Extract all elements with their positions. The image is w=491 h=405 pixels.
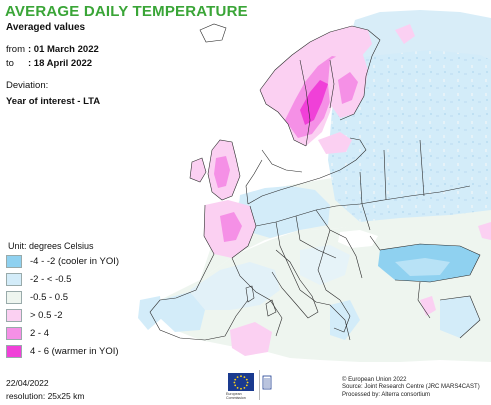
- logo-divider: [259, 370, 260, 400]
- land-cooler: [138, 50, 491, 340]
- legend-swatch: [6, 255, 22, 268]
- eu-stars-icon: [233, 375, 249, 390]
- eu-logo-caption: European Commission: [226, 392, 260, 400]
- jrc-building-icon: [262, 375, 272, 390]
- from-label: from: [6, 44, 25, 55]
- map-resolution: resolution: 25x25 km: [6, 391, 85, 401]
- credits-processed: Processed by: Alterra consortium: [342, 391, 431, 398]
- legend-item: 4 - 6 (warmer in YOI): [6, 345, 119, 358]
- deviation-label: Deviation:: [6, 80, 49, 91]
- map-subtitle: Averaged values: [6, 22, 86, 33]
- to-date: : 18 April 2022: [28, 58, 93, 69]
- credits-block: © European Union 2022 Source: Joint Rese…: [342, 377, 480, 399]
- legend-label: -2 - < -0.5: [30, 274, 72, 285]
- legend-label: > 0.5 -2: [30, 310, 63, 321]
- map-date: 22/04/2022: [6, 378, 49, 388]
- land-warmer: [190, 24, 491, 356]
- eu-caption-line: European: [226, 392, 242, 396]
- legend-label: 2 - 4: [30, 328, 50, 339]
- legend-swatch: [6, 345, 22, 358]
- legend-item: -2 - < -0.5: [6, 273, 71, 286]
- to-label: to: [6, 58, 14, 69]
- legend-swatch: [6, 291, 22, 304]
- legend-unit: Unit: degrees Celsius: [8, 241, 94, 251]
- legend-label: -4 - -2 (cooler in YOI): [30, 256, 120, 267]
- legend-swatch: [6, 327, 22, 340]
- legend-item: 2 - 4: [6, 327, 49, 340]
- credits-source: Source: Joint Research Centre (JRC MARS4…: [342, 384, 480, 391]
- legend-item: -4 - -2 (cooler in YOI): [6, 255, 119, 268]
- credits-copyright: © European Union 2022: [342, 377, 407, 383]
- legend-item: > 0.5 -2: [6, 309, 62, 322]
- from-date: : 01 March 2022: [28, 44, 99, 55]
- map-title: AVERAGE DAILY TEMPERATURE: [5, 3, 248, 20]
- eu-flag-logo: [228, 373, 254, 391]
- legend-swatch: [6, 273, 22, 286]
- deviation-value: Year of interest - LTA: [6, 96, 101, 107]
- legend-swatch: [6, 309, 22, 322]
- legend-item: -0.5 - 0.5: [6, 291, 68, 304]
- legend-label: 4 - 6 (warmer in YOI): [30, 346, 119, 357]
- eu-caption-line: Commission: [226, 396, 246, 400]
- country-borders: [149, 23, 481, 341]
- legend-label: -0.5 - 0.5: [30, 292, 69, 303]
